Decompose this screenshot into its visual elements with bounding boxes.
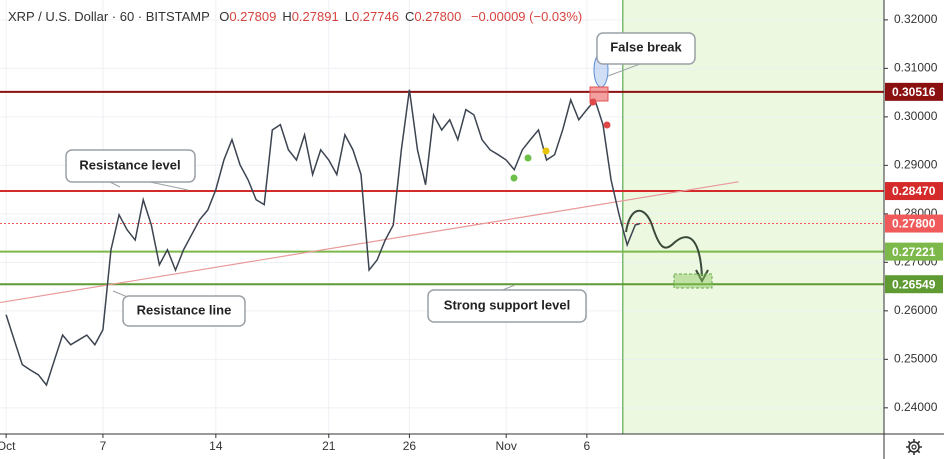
background-layer <box>0 0 884 434</box>
level-label: 0.26549 <box>892 277 936 291</box>
ohlc: O0.27809 H0.27891 L0.27746 C0.27800 <box>213 9 461 24</box>
ohlc-key: H <box>282 9 292 24</box>
header: XRP / U.S. Dollar · 60 · BITSTAMP O0.278… <box>8 9 582 24</box>
annotation: False break <box>610 39 682 54</box>
signal-dot <box>589 98 597 106</box>
callout <box>122 295 246 327</box>
y-tick-label: 0.26000 <box>894 303 938 317</box>
symbol-title: XRP / U.S. Dollar · 60 · BITSTAMP <box>8 9 210 24</box>
signal-dot <box>542 147 550 155</box>
annotation: Strong support level <box>444 297 570 312</box>
y-tick-label: 0.30000 <box>894 109 938 123</box>
y-tick-label: 0.31000 <box>894 61 938 75</box>
signal-dot <box>510 174 518 182</box>
forecast-region <box>622 0 884 434</box>
ohlc-value: 0.27809 <box>229 9 277 24</box>
x-tick-label: 26 <box>403 439 417 453</box>
y-tick-label: 0.25000 <box>894 351 938 365</box>
level-label-box <box>885 82 943 101</box>
x-tick-label: 6 <box>584 439 591 453</box>
callout <box>596 32 696 65</box>
ohlc-value: 0.27800 <box>414 9 462 24</box>
pointer <box>109 181 121 188</box>
settings-icon[interactable] <box>906 439 922 455</box>
callout <box>427 289 587 323</box>
ohlc-key: L <box>344 9 352 24</box>
level-label-box <box>885 214 943 233</box>
y-tick-label: 0.29000 <box>894 158 938 172</box>
level-label: 0.30516 <box>892 85 936 99</box>
false-break-box <box>589 86 609 102</box>
y-tick-label: 0.24000 <box>894 400 938 414</box>
x-tick-label: 21 <box>322 439 336 453</box>
x-tick-label: 7 <box>100 439 107 453</box>
pointer <box>149 181 189 191</box>
signal-dot <box>524 154 532 162</box>
annotation-layer: False break Resistance level Resistance … <box>65 32 713 327</box>
price-line <box>5 89 641 387</box>
time-axis-bg <box>0 434 944 459</box>
forecast-arrow <box>625 209 703 277</box>
ohlc-key: C <box>404 9 415 24</box>
ohlc-key: O <box>219 9 230 24</box>
annotation: Resistance line <box>137 302 232 317</box>
level-label-box <box>885 242 943 261</box>
level-label: 0.28470 <box>892 184 936 198</box>
x-tick-label: Oct <box>0 439 16 453</box>
signal-dot <box>603 121 611 129</box>
level-label: 0.27800 <box>892 217 936 231</box>
callout <box>65 149 196 183</box>
annotation: Resistance level <box>79 157 180 172</box>
level-label-box <box>885 182 943 201</box>
pointer <box>607 63 641 77</box>
ohlc-value: 0.27746 <box>351 9 399 24</box>
x-tick-label: Nov <box>496 439 517 453</box>
ohlc-value: 0.27891 <box>291 9 339 24</box>
data-layer <box>0 89 884 387</box>
level-label-box <box>885 275 943 294</box>
target-zone <box>673 273 713 289</box>
x-tick-label: 14 <box>209 439 223 453</box>
level-label: 0.27221 <box>892 245 936 259</box>
change: −0.00009 (−0.03%) <box>470 9 583 24</box>
y-tick-label: 0.32000 <box>894 12 938 26</box>
